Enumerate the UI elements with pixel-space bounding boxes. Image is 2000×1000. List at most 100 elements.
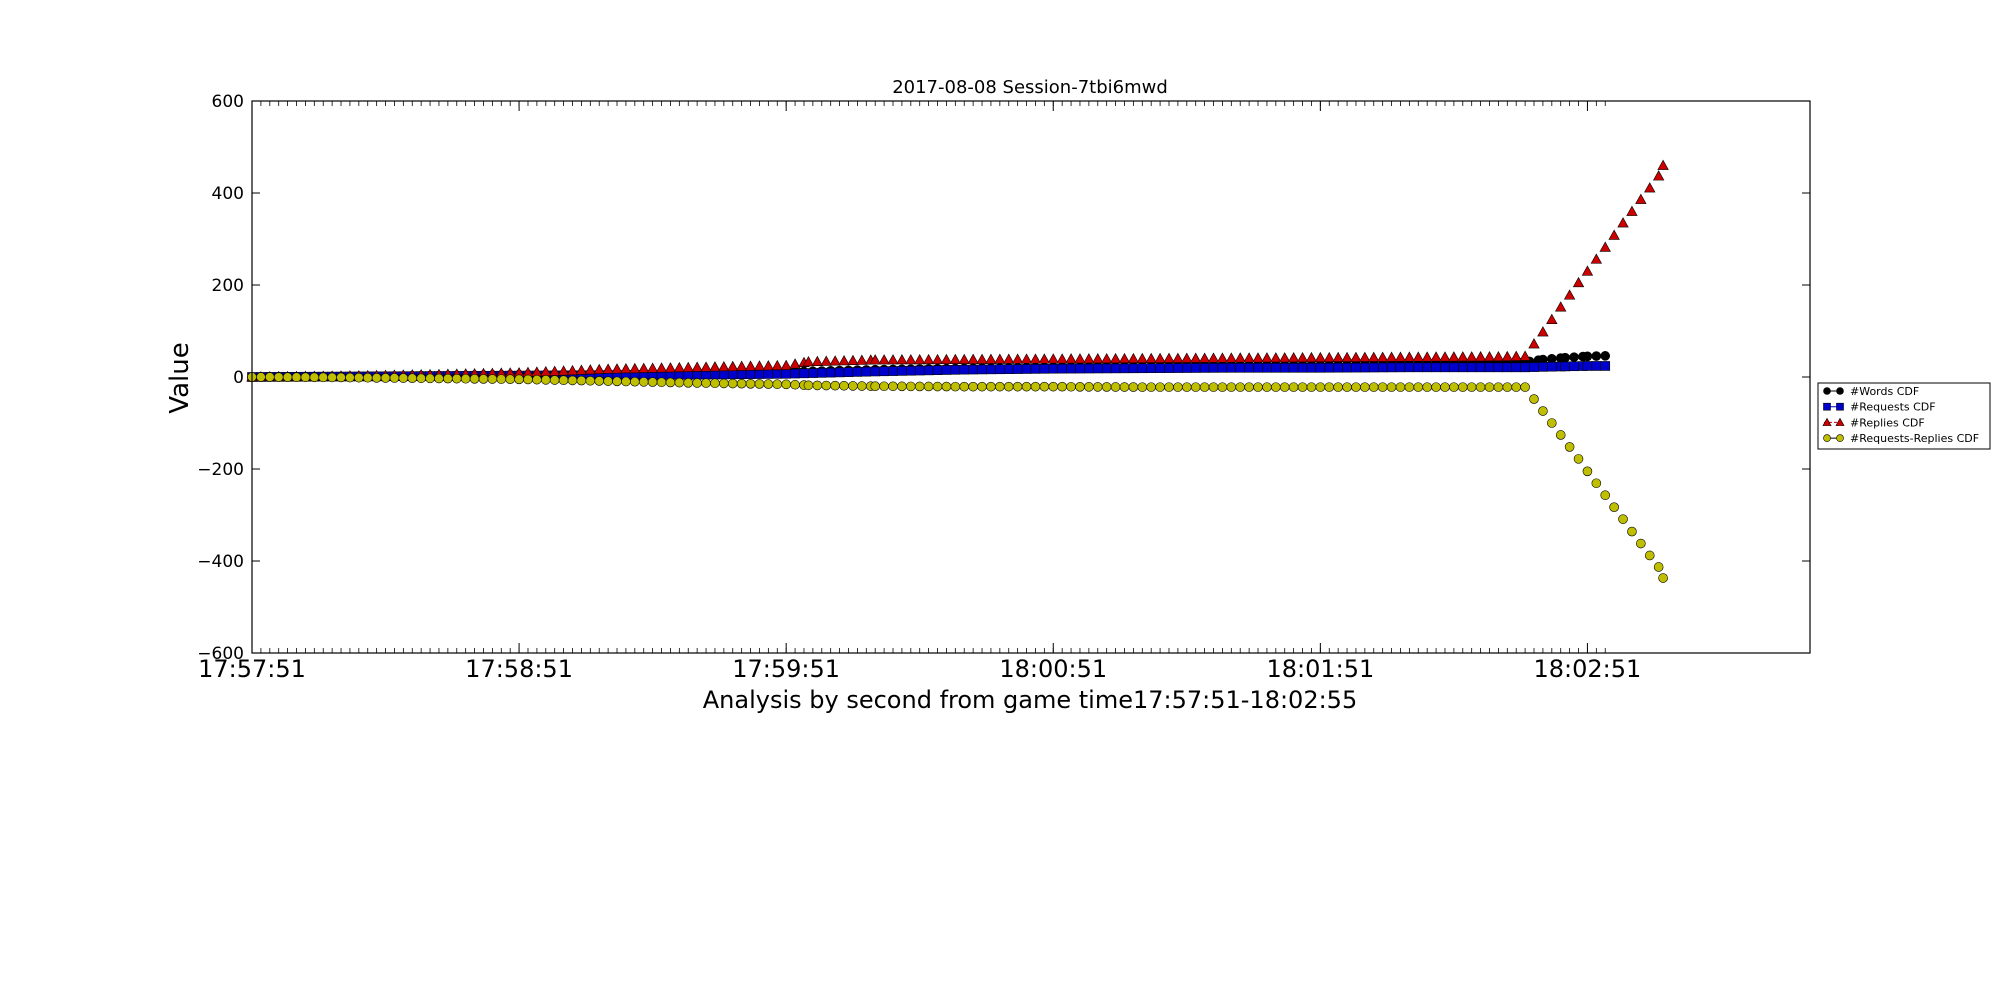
data-point <box>790 379 800 390</box>
plot-frame <box>251 100 1811 654</box>
legend: #Words CDF #Requests CDF #Replies CDF #Requ… <box>1817 382 1991 450</box>
data-point <box>1591 361 1602 371</box>
data-point <box>1261 352 1273 363</box>
data-point <box>1225 352 1237 363</box>
data-point <box>629 362 641 374</box>
legend-marker <box>1823 434 1831 442</box>
data-point <box>1048 363 1059 374</box>
data-point <box>380 373 391 383</box>
data-point <box>753 360 766 371</box>
data-point <box>1560 361 1570 372</box>
data-point <box>1483 351 1496 362</box>
data-point <box>932 365 943 375</box>
data-point <box>1385 351 1398 362</box>
data-point <box>879 381 889 392</box>
data-point <box>1164 382 1174 392</box>
legend-marker <box>1836 387 1844 395</box>
data-point <box>1163 352 1175 363</box>
data-point <box>664 362 677 373</box>
data-point <box>1581 265 1594 276</box>
data-point <box>1074 353 1086 364</box>
data-point <box>1511 362 1522 373</box>
data-point <box>1600 490 1611 501</box>
data-point <box>856 354 868 365</box>
data-point <box>1466 351 1478 362</box>
data-point <box>1342 362 1352 373</box>
data-point <box>1582 466 1593 477</box>
data-point <box>1599 241 1611 252</box>
data-point <box>848 381 858 391</box>
data-point <box>1137 382 1148 392</box>
x-tick-label: 18:01:51 <box>1266 655 1374 683</box>
data-point <box>781 379 791 390</box>
data-point <box>950 365 961 375</box>
legend-label: #Replies CDF <box>1850 416 1925 429</box>
data-point <box>1226 362 1237 373</box>
data-point <box>789 358 801 369</box>
data-point <box>691 361 703 372</box>
data-point <box>830 380 840 391</box>
data-point <box>745 379 756 389</box>
data-point <box>1404 362 1415 373</box>
data-point <box>896 354 908 365</box>
data-point <box>1048 381 1059 392</box>
data-point <box>451 373 462 384</box>
data-point <box>897 366 907 376</box>
data-point <box>1368 362 1379 373</box>
x-tick-label: 17:57:51 <box>198 655 306 683</box>
data-point <box>727 378 738 389</box>
data-point <box>665 377 676 388</box>
data-point <box>683 377 694 388</box>
data-point <box>1618 514 1628 524</box>
data-point <box>1217 363 1228 373</box>
data-point <box>611 363 623 374</box>
data-point <box>1146 363 1156 374</box>
data-point <box>1412 351 1424 362</box>
data-point <box>1360 382 1370 392</box>
data-point <box>1547 418 1557 428</box>
data-point <box>799 368 809 379</box>
data-point <box>736 378 747 389</box>
data-point <box>638 377 649 387</box>
data-point <box>1430 351 1442 362</box>
data-point <box>1297 362 1308 373</box>
data-point <box>923 365 934 376</box>
data-point <box>620 363 632 374</box>
data-point <box>727 360 739 372</box>
data-point <box>1323 351 1335 363</box>
data-point <box>1190 363 1201 373</box>
data-point <box>870 366 881 377</box>
data-point <box>327 372 337 383</box>
data-point <box>1217 382 1228 392</box>
data-point <box>584 364 596 375</box>
data-point <box>887 354 899 365</box>
data-point <box>771 359 783 371</box>
data-point <box>763 369 774 379</box>
data-point <box>906 365 916 376</box>
data-point <box>857 381 867 391</box>
data-point <box>656 377 667 388</box>
y-tick-label: 400 <box>212 184 244 204</box>
data-point <box>949 353 962 365</box>
data-point <box>1066 381 1076 392</box>
data-point <box>1057 363 1067 374</box>
data-point <box>986 381 996 392</box>
data-point <box>1101 382 1112 392</box>
data-point <box>1182 382 1192 392</box>
data-point <box>1413 362 1424 373</box>
data-point <box>968 381 978 392</box>
data-point <box>1658 573 1668 583</box>
data-point <box>593 363 605 374</box>
data-point <box>558 375 569 386</box>
data-point <box>1582 361 1593 371</box>
data-point <box>1252 352 1264 363</box>
data-point <box>1128 363 1139 374</box>
data-point <box>719 378 729 389</box>
data-point <box>1190 382 1201 392</box>
data-point <box>1547 361 1557 372</box>
data-point <box>1394 351 1407 362</box>
minor-ticks <box>251 101 1606 653</box>
data-point <box>1466 362 1477 373</box>
data-point <box>1386 382 1397 392</box>
data-point <box>460 373 471 384</box>
